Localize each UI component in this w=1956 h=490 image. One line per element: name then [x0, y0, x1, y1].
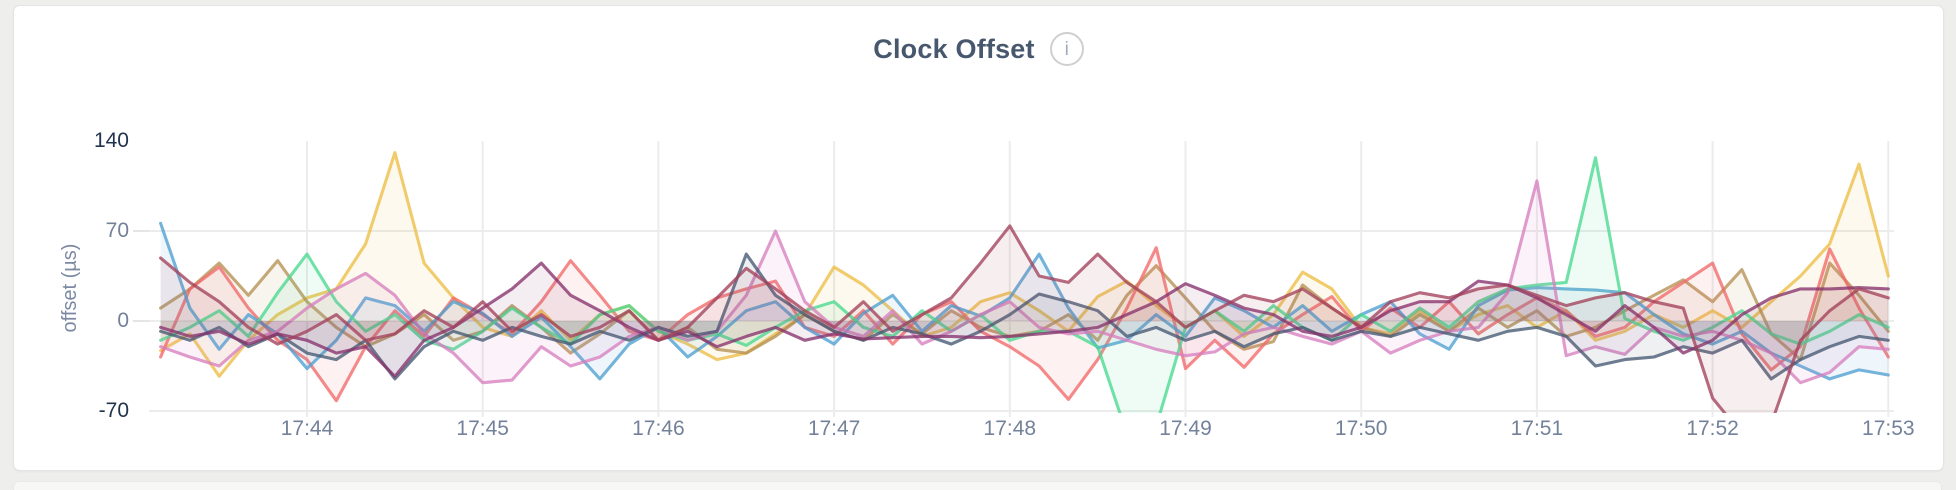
series-line-plum [159, 261, 1890, 378]
x-tick-label: 17:47 [807, 417, 861, 440]
y-tick-mark [133, 320, 149, 322]
y-tick-label: 70 [105, 219, 129, 242]
x-tick-label: 17:53 [1862, 417, 1915, 440]
x-tick-label: 17:46 [632, 417, 685, 440]
x-tick-label: 17:45 [456, 417, 509, 440]
grid-lines [149, 141, 1894, 417]
y-axis-label: offset (µs) [59, 243, 81, 333]
series-line-gold [159, 151, 1890, 378]
series-area-slate [160, 254, 1889, 379]
x-tick-label: 17:48 [983, 417, 1037, 440]
info-icon[interactable]: i [1049, 32, 1084, 66]
x-tick-label: 17:51 [1510, 417, 1564, 440]
series-line-blue [159, 221, 1890, 381]
series-line-maroon [159, 224, 1890, 413]
x-tick-label: 17:49 [1159, 417, 1212, 440]
series-line-coral [159, 246, 1890, 403]
y-tick-label: 0 [117, 309, 129, 332]
series-area-orchid [160, 180, 1889, 383]
series-line-orchid [159, 179, 1890, 385]
chart-title: Clock Offset [873, 33, 1035, 64]
clock-offset-chart-plot[interactable] [149, 141, 1894, 421]
series-area-plum [160, 263, 1889, 377]
chart-panel: Clock Offset i offset (µs) 140 70 0 -70 17:… [13, 5, 1944, 471]
series-line-slate [159, 252, 1890, 381]
y-tick-label: 140 [93, 129, 129, 152]
series-area-coral [160, 247, 1889, 401]
series-area-blue [160, 223, 1889, 379]
x-tick-label: 17:52 [1686, 417, 1739, 440]
x-tick-label: 17:44 [280, 417, 334, 440]
chart-header: Clock Offset i [14, 32, 1943, 66]
y-tick-mark [133, 230, 149, 232]
x-tick-label: 17:50 [1334, 417, 1388, 440]
series-area-maroon [160, 225, 1889, 413]
y-tick-label: -70 [98, 399, 129, 422]
